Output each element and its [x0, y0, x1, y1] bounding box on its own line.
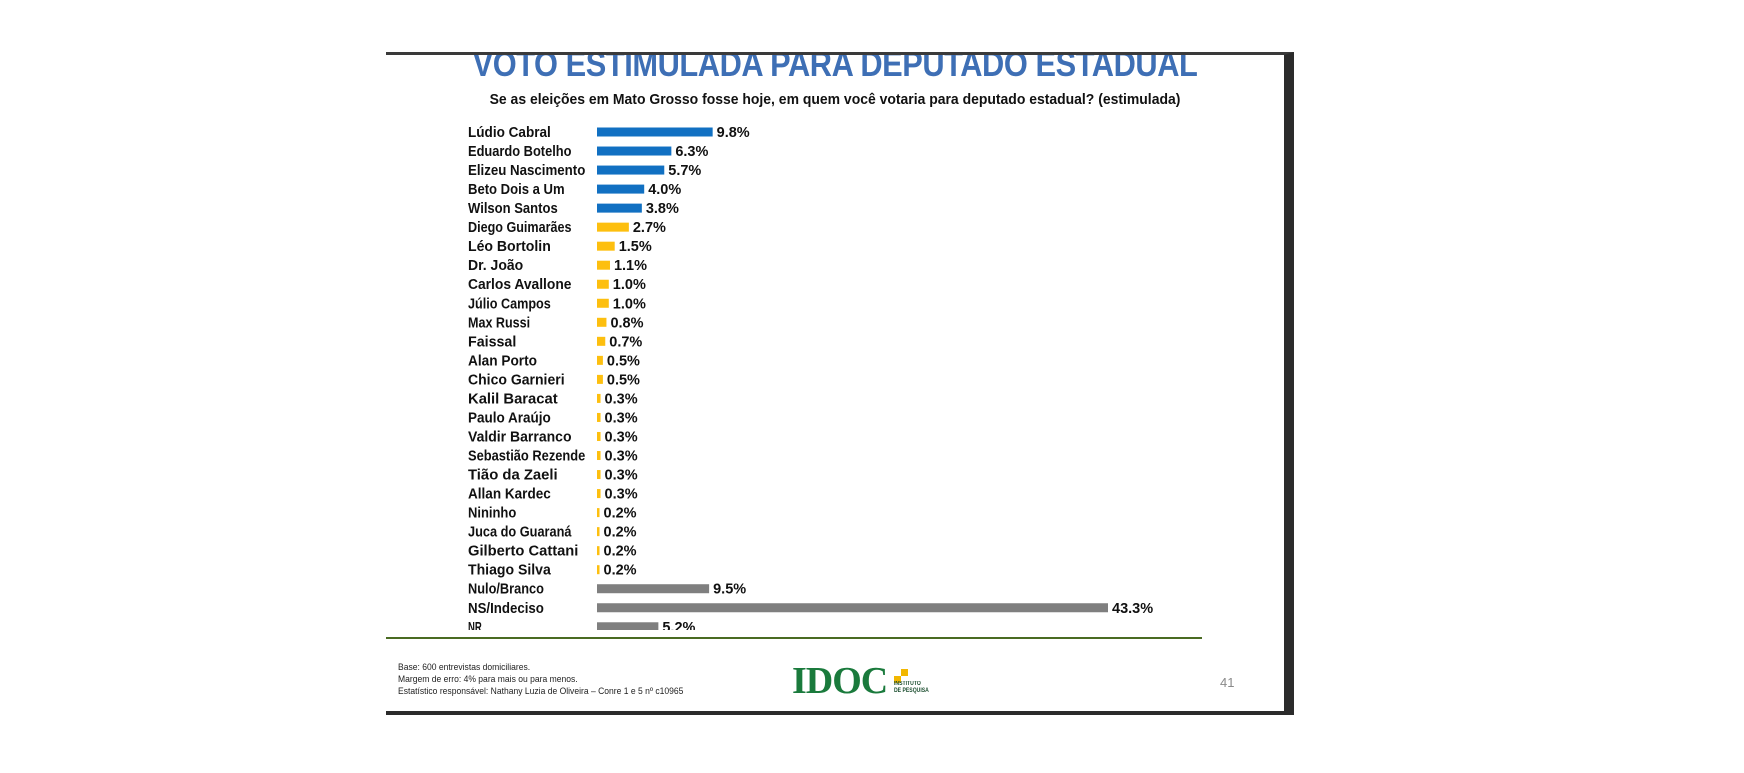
bar: [597, 184, 645, 194]
bar: [597, 603, 1108, 613]
value-label: 1.0%: [613, 277, 646, 293]
logo-squares-icon: [894, 669, 908, 683]
category-label: Gilberto Cattani: [468, 544, 578, 560]
category-label: Tião da Zaeli: [468, 468, 558, 484]
category-label: Eduardo Botelho: [468, 144, 572, 160]
category-label: Thiago Silva: [468, 563, 552, 579]
value-label: 0.3%: [605, 410, 638, 426]
value-label: 3.8%: [646, 201, 679, 217]
value-label: 0.3%: [605, 429, 638, 445]
value-label: 1.1%: [614, 258, 647, 274]
bar: [597, 508, 600, 518]
value-label: 5.7%: [668, 163, 701, 179]
value-label: 0.2%: [604, 563, 637, 579]
category-label: NR: [468, 620, 482, 630]
value-label: 0.5%: [607, 372, 640, 388]
value-label: 43.3%: [1112, 601, 1153, 617]
bar: [597, 165, 665, 175]
category-label: Léo Bortolin: [468, 239, 551, 255]
value-label: 0.3%: [605, 487, 638, 503]
bar: [597, 317, 607, 327]
bar: [597, 489, 601, 499]
category-label: Alan Porto: [468, 353, 537, 369]
value-label: 1.5%: [619, 239, 652, 255]
value-label: 4.0%: [648, 182, 681, 198]
bar: [597, 374, 603, 384]
footer-statistician: Estatístico responsável: Nathany Luzia d…: [398, 686, 684, 697]
category-label: Faissal: [468, 334, 516, 350]
bar: [597, 222, 629, 232]
bar: [597, 203, 642, 213]
category-label: Dr. João: [468, 258, 523, 274]
value-label: 0.3%: [605, 391, 638, 407]
value-label: 9.8%: [717, 125, 750, 141]
bar: [597, 336, 606, 346]
bar: [597, 451, 601, 461]
value-label: 0.3%: [605, 468, 638, 484]
bar: [597, 584, 710, 594]
category-label: Elizeu Nascimento: [468, 163, 585, 179]
value-label: 0.2%: [604, 544, 637, 560]
category-label: Lúdio Cabral: [468, 125, 551, 141]
bar: [597, 279, 609, 289]
footer-margin: Margem de erro: 4% para mais ou para men…: [398, 674, 578, 685]
bar: [597, 127, 713, 137]
category-label: Allan Kardec: [468, 487, 551, 503]
value-label: 0.7%: [609, 334, 642, 350]
bar: [597, 412, 601, 422]
value-label: 2.7%: [633, 220, 666, 236]
bar: [597, 431, 601, 441]
logo-subtitle: INSTITUTO DE PESQUISA: [894, 681, 929, 694]
footer-divider: [386, 637, 1202, 639]
bar: [597, 298, 609, 308]
category-label: Júlio Campos: [468, 296, 551, 312]
bar: [597, 260, 610, 270]
value-label: 0.3%: [605, 449, 638, 465]
category-label: Valdir Barranco: [468, 429, 572, 445]
slide: VOTO ESTIMULADA PARA DEPUTADO ESTADUAL S…: [386, 52, 1294, 715]
value-label: 1.0%: [613, 296, 646, 312]
category-label: Sebastião Rezende: [468, 449, 585, 465]
category-label: Wilson Santos: [468, 201, 558, 217]
bar: [597, 565, 600, 575]
bar: [597, 355, 603, 365]
category-label: Beto Dois a Um: [468, 182, 565, 198]
bar: [597, 470, 601, 480]
value-label: 0.2%: [604, 525, 637, 541]
bar: [597, 241, 615, 251]
category-label: Kalil Baracat: [468, 391, 558, 407]
category-label: Chico Garnieri: [468, 372, 565, 388]
bar: [597, 146, 672, 156]
category-label: Diego Guimarães: [468, 220, 572, 236]
value-label: 0.5%: [607, 353, 640, 369]
category-label: Max Russi: [468, 315, 530, 331]
category-label: Nininho: [468, 506, 516, 522]
page-number: 41: [1220, 675, 1235, 690]
category-label: Juca do Guaraná: [468, 525, 572, 541]
slide-title: VOTO ESTIMULADA PARA DEPUTADO ESTADUAL: [472, 52, 1198, 84]
value-label: 0.8%: [610, 315, 643, 331]
footer-base: Base: 600 entrevistas domiciliares.: [398, 662, 531, 673]
value-label: 6.3%: [675, 144, 708, 160]
category-label: Carlos Avallone: [468, 277, 572, 293]
slide-subtitle: Se as eleições em Mato Grosso fosse hoje…: [489, 91, 1181, 108]
category-label: NS/Indeciso: [468, 601, 544, 617]
value-label: 0.2%: [604, 506, 637, 522]
bar: [597, 546, 600, 556]
bar-chart: Lúdio Cabral 9.8% Eduardo Botelho 6.3% Elize…: [468, 125, 1153, 630]
value-label: 9.5%: [713, 582, 746, 598]
category-label: Paulo Araújo: [468, 410, 551, 426]
logo-wordmark: IDOC: [792, 660, 888, 702]
category-label: Nulo/Branco: [468, 582, 544, 598]
bar: [597, 622, 659, 630]
bar: [597, 393, 601, 403]
bar: [597, 527, 600, 537]
value-label: 5.2%: [662, 620, 695, 630]
